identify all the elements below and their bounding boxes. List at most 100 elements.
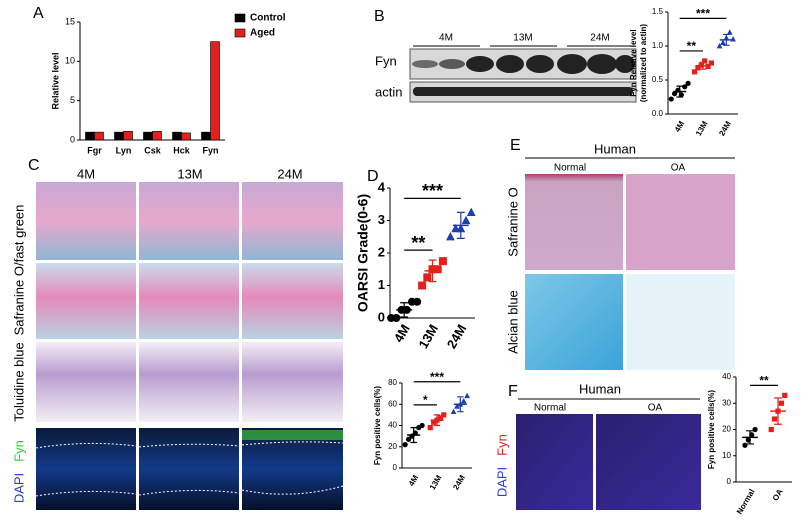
data-point — [726, 29, 733, 35]
data-point — [668, 96, 674, 102]
data-point — [461, 215, 471, 225]
y-tick-label: 80 — [388, 378, 397, 387]
y-tick-label: 0 — [393, 463, 398, 472]
y-axis-label: Fyn positive cells(%) — [373, 386, 382, 465]
y-tick-label: 3 — [378, 212, 385, 227]
legend-label: Aged — [250, 28, 275, 39]
error-bar — [699, 61, 707, 70]
blot-timepoint: 13M — [513, 33, 532, 44]
x-tick-label: 4M — [391, 322, 413, 345]
y-axis-label: Fyn Relative level — [629, 29, 638, 96]
y-tick-label: 1.0 — [652, 41, 664, 50]
data-point — [685, 80, 691, 86]
group-label: OA — [648, 403, 663, 414]
bar — [114, 131, 124, 141]
x-tick-label: 13M — [428, 473, 444, 491]
y-tick-label: 60 — [388, 399, 397, 408]
panel-letter: E — [510, 137, 521, 154]
y-axis-label: OARSI Grade(0-6) — [355, 194, 371, 312]
y-tick-label: 15 — [65, 16, 75, 26]
data-point — [778, 400, 784, 406]
y-axis-label: Fyn positive cells(%) — [707, 390, 716, 469]
data-point — [392, 314, 401, 322]
channel-label: DAPI — [11, 473, 26, 503]
error-bar — [410, 427, 417, 444]
y-tick-label: 20 — [722, 425, 731, 434]
x-tick-label: 4M — [673, 119, 687, 133]
blot-timepoint: 24M — [590, 33, 609, 44]
error-bar — [428, 259, 437, 283]
column-header: 4M — [77, 166, 95, 181]
bar — [143, 131, 153, 141]
blot-timepoint: 4M — [439, 33, 453, 44]
data-point — [730, 36, 736, 42]
x-tick-label: Fyn — [202, 145, 218, 155]
x-tick-label: Hck — [173, 145, 191, 155]
human-fluor-grid: Human Normal OA Fyn DAPI — [494, 381, 701, 510]
y-tick-label: 1.5 — [652, 7, 664, 16]
x-tick-label: Normal — [735, 488, 757, 516]
y-tick-label: 20 — [388, 442, 397, 451]
data-point — [446, 231, 455, 241]
row-label: Alcian blue — [505, 290, 520, 354]
panel-letter: A — [33, 5, 44, 22]
significance-label: *** — [422, 181, 443, 201]
data-point — [437, 415, 443, 421]
data-point — [418, 281, 427, 290]
significance-label: *** — [696, 7, 710, 21]
data-point — [413, 297, 422, 306]
error-bar — [774, 397, 782, 425]
error-bar — [456, 211, 465, 239]
data-point — [466, 207, 476, 216]
data-point — [691, 69, 698, 75]
panel-letter: B — [374, 8, 385, 25]
x-tick-label: 24M — [451, 473, 467, 491]
data-point — [772, 416, 778, 422]
western-blot: 4M 13M 24M Fyn actin — [375, 33, 637, 103]
error-bar — [433, 414, 441, 427]
row-label: Safranine O — [505, 187, 520, 256]
data-point — [768, 426, 774, 433]
error-bar — [400, 302, 409, 318]
bar — [152, 131, 162, 141]
y-tick-label: 0 — [727, 477, 732, 486]
group-label: Normal — [554, 163, 586, 174]
data-point — [405, 436, 412, 442]
data-point — [431, 419, 437, 425]
blot-row-label: actin — [375, 84, 402, 99]
row-label: Toluidine blue — [11, 342, 26, 422]
y-axis-label: (normalized to actin) — [639, 24, 648, 103]
data-point — [460, 397, 467, 404]
bar — [94, 131, 104, 141]
data-point — [464, 392, 470, 399]
data-point — [720, 39, 726, 45]
error-bar — [746, 430, 754, 445]
data-point — [441, 412, 447, 418]
significance-label: ** — [411, 233, 425, 253]
data-point — [682, 84, 688, 90]
y-tick-label: 0 — [70, 134, 75, 144]
significance-label: *** — [430, 370, 444, 384]
group-title: Human — [594, 141, 636, 156]
data-point — [402, 442, 408, 448]
x-tick-label: 13M — [694, 119, 710, 137]
data-point — [419, 422, 425, 429]
significance-label: ** — [759, 374, 769, 388]
data-point — [716, 42, 723, 49]
y-tick-label: 40 — [722, 372, 731, 381]
bar — [123, 131, 133, 141]
data-point — [454, 403, 460, 409]
column-header: 13M — [177, 166, 202, 181]
x-tick-label: Lyn — [116, 145, 132, 155]
y-tick-label: 30 — [722, 398, 731, 407]
y-tick-label: 0.5 — [652, 75, 664, 84]
legend-swatch — [234, 13, 246, 23]
human-stain-grid: Human Normal OA Safranine O Alcian blue — [505, 141, 735, 370]
group-label: OA — [671, 163, 686, 174]
error-bar — [676, 85, 683, 98]
y-tick-label: 5 — [70, 95, 75, 105]
channel-label: Fyn — [11, 440, 26, 462]
column-header: 24M — [277, 166, 302, 181]
y-tick-label: 0.0 — [652, 109, 664, 118]
panel-letter: D — [367, 168, 379, 185]
